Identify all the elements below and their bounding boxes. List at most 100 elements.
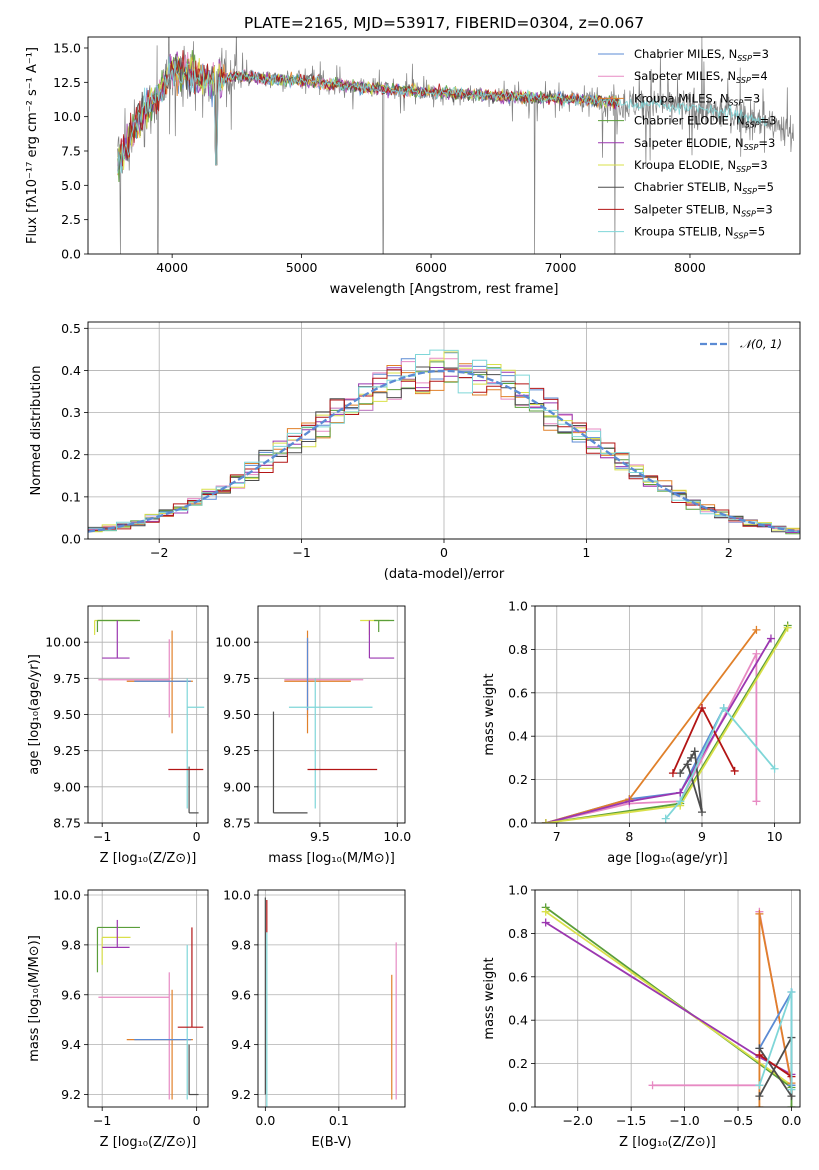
legend-entry: Kroupa ELODIE, NSSP=3: [634, 158, 768, 174]
x-tick-label: −1.5: [616, 1113, 646, 1128]
weight-marker: [697, 703, 706, 712]
legend-entry: Salpeter ELODIE, NSSP=3: [634, 136, 775, 152]
legend-entry: Salpeter MILES, NSSP=4: [634, 69, 768, 85]
spectrum-legend: Chabrier MILES, NSSP=3 Salpeter MILES, NS…: [598, 47, 776, 241]
weight-marker: [690, 747, 699, 756]
x-tick-label: 10.0: [383, 829, 411, 844]
weight-line-kroupa_miles: [545, 629, 758, 823]
y-tick-label: 8.75: [53, 816, 81, 831]
y-tick-label: 9.2: [231, 1087, 251, 1102]
weight-line-salpeter_stelib: [758, 1054, 793, 1078]
y-tick-label: 9.8: [61, 937, 81, 952]
x-axis-label: wavelength [Angstrom, rest frame]: [330, 282, 559, 297]
model-spectrum-line: [117, 56, 768, 174]
age_vs_Z-panel: −1 0 8.75 9.00 9.25 9.50 9.75 10.00 Z [log₁₀(Z/Z…: [27, 605, 209, 866]
y-tick-label: 1.0: [508, 599, 528, 614]
y-tick-label: 9.50: [223, 707, 251, 722]
y-axis-label: Normed distribution: [29, 366, 44, 496]
legend-entry: Salpeter STELIB, NSSP=3: [634, 202, 773, 218]
x-axis-label: Z [log₁₀(Z/Z⊙)]: [619, 1135, 716, 1150]
x-tick-label: 1: [582, 545, 590, 560]
weight-marker: [541, 918, 550, 927]
y-tick-label: 9.50: [53, 707, 81, 722]
y-tick-label: 9.25: [53, 743, 81, 758]
weight-marker: [676, 788, 685, 797]
mass_vs_ebv-frame: [257, 889, 406, 1108]
weight-line-kroupa_stelib: [665, 706, 776, 820]
mass_vs_Z-panel: −1 0 9.2 9.4 9.6 9.8 10.0 Z [log₁₀(Z/Z⊙)] mass […: [27, 887, 209, 1150]
legend-entry: Chabrier ELODIE, NSSP=3: [634, 114, 776, 130]
x-axis-label: Z [log₁₀(Z/Z⊙)]: [100, 1135, 197, 1150]
mass_vs_Z-plot-area: [96, 919, 204, 1100]
weight_vs_age-panel: 7 8 9 10 0.0 0.2 0.4 0.6 0.8 1.0 age [log₁₀(age/yr…: [482, 599, 801, 866]
weight-line-kroupa_miles: [758, 913, 793, 1107]
x-tick-label: −1: [93, 1113, 111, 1128]
legend-sub: SSP: [729, 98, 744, 107]
weight-marker: [752, 797, 761, 806]
legend-sub: SSP: [736, 165, 751, 174]
legend-entry: Chabrier MILES, NSSP=3: [634, 47, 769, 63]
x-axis-label: E(B-V): [311, 1135, 351, 1150]
y-tick-label: 0.5: [61, 321, 81, 336]
age_vs_mass-frame: [257, 605, 406, 824]
residuals-plot-area: [88, 349, 800, 535]
weight_vs_Z-plot-area: [541, 903, 796, 1107]
y-tick-label: 9.00: [223, 779, 251, 794]
legend-sub: SSP: [736, 76, 751, 85]
legend-suffix: =4: [751, 69, 768, 83]
y-axis-label: mass weight: [482, 957, 497, 1039]
weight-marker: [755, 1092, 764, 1101]
y-tick-label: 2.5: [61, 212, 81, 227]
legend-suffix: =3: [758, 136, 775, 150]
y-tick-label: 0.1: [61, 489, 81, 504]
legend-name: Kroupa STELIB, N: [634, 225, 734, 239]
y-tick-label: 0.0: [61, 532, 81, 547]
weight-marker: [770, 764, 779, 773]
weight_vs_Z-frame: [534, 889, 801, 1108]
weight_vs_age-frame: [534, 605, 801, 824]
y-tick-label: 10.00: [215, 635, 251, 650]
x-tick-label: 0.0: [255, 1113, 275, 1128]
legend-sub: SSP: [744, 143, 759, 152]
y-axis-label: Flux [fλ10⁻¹⁷ erg cm⁻² s⁻¹ A⁻¹]: [25, 47, 40, 244]
spectrum-panel: 4000 5000 6000 7000 8000 0.0 2.5 5.0 7.5 10.0 12.5…: [25, 14, 801, 297]
x-axis-label: mass [log₁₀(M/M⊙)]: [268, 851, 395, 866]
x-axis-label: Z [log₁₀(Z/Z⊙)]: [100, 851, 197, 866]
y-tick-label: 10.0: [223, 887, 251, 902]
x-tick-label: 9.5: [310, 829, 330, 844]
residuals-frame: [87, 321, 801, 540]
weight-line-kroupa_elodie: [545, 910, 793, 1087]
legend-suffix: =3: [743, 91, 760, 105]
y-tick-label: 9.25: [223, 743, 251, 758]
y-tick-label: 10.0: [53, 109, 81, 124]
y-axis-label: mass [log₁₀(M/M⊙)]: [27, 935, 42, 1062]
weight-marker: [730, 766, 739, 775]
y-tick-label: 0.2: [61, 447, 81, 462]
legend-name: Kroupa ELODIE, N: [634, 158, 736, 172]
weight-marker: [755, 1050, 764, 1059]
y-tick-label: 0.6: [508, 685, 528, 700]
x-tick-label: 7000: [545, 260, 577, 275]
weight-marker: [661, 814, 670, 823]
legend-entry: Kroupa STELIB, NSSP=5: [634, 225, 765, 241]
y-tick-label: 9.75: [53, 671, 81, 686]
spectrum-frame: [87, 36, 801, 255]
weight-marker: [755, 1081, 764, 1090]
x-tick-label: 0.1: [329, 1113, 349, 1128]
x-tick-label: 0: [193, 1113, 201, 1128]
x-tick-label: 6000: [415, 260, 447, 275]
weight-marker: [625, 797, 634, 806]
legend-suffix: =3: [760, 114, 777, 128]
weight-marker: [719, 703, 728, 712]
legend-sub: SSP: [745, 121, 760, 130]
weight-marker: [787, 987, 796, 996]
x-tick-label: 8000: [674, 260, 706, 275]
weight-marker: [752, 649, 761, 658]
x-axis-label: (data-model)/error: [384, 567, 505, 582]
mass_vs_ebv-panel: 0.0 0.1 9.2 9.4 9.6 9.8 10.0 E(B-V): [223, 887, 406, 1150]
y-tick-label: 9.00: [53, 779, 81, 794]
y-tick-label: 9.6: [61, 987, 81, 1002]
x-tick-label: 0: [193, 829, 201, 844]
x-tick-label: −0.5: [723, 1113, 753, 1128]
legend-name: Kroupa MILES, N: [634, 91, 729, 105]
